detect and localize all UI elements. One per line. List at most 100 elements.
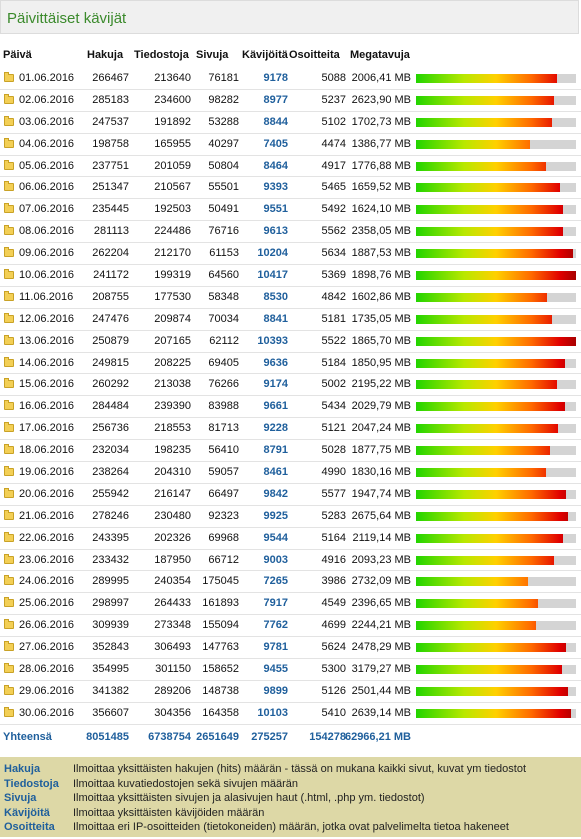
legend-definition: Ilmoittaa yksittäisten kävijöiden määrän [73, 806, 265, 819]
day-cell: 10.06.2016 [19, 269, 75, 282]
traffic-bar-fill [416, 95, 554, 105]
totals-pages: 2651649 [196, 731, 239, 743]
folder-icon [4, 619, 14, 630]
traffic-bar-fill [416, 292, 547, 302]
traffic-bar [416, 533, 576, 543]
mb-cell: 1735,05 MB [351, 312, 411, 325]
sites-cell: 4842 [321, 290, 346, 303]
sites-cell: 4917 [321, 159, 346, 172]
traffic-bar-fill [416, 249, 573, 259]
sites-cell: 5369 [321, 269, 346, 282]
totals-label: Yhteensä [3, 731, 52, 743]
mb-cell: 1624,10 MB [351, 203, 411, 216]
traffic-bar [416, 117, 576, 127]
totals-hits: 8051485 [86, 731, 129, 743]
sites-cell: 5410 [321, 706, 346, 719]
legend-item: Osoitteita Ilmoittaa eri IP-osoitteiden (… [0, 821, 581, 835]
mb-cell: 1877,75 MB [351, 444, 411, 457]
mb-cell: 2195,22 MB [351, 378, 411, 391]
traffic-bar [416, 621, 576, 631]
legend-definition: Ilmoittaa eri IP-osoitteiden (tietokonei… [73, 821, 509, 833]
visits-cell: 7762 [263, 619, 288, 632]
visits-cell: 7917 [263, 597, 288, 610]
mb-cell: 2358,05 MB [351, 225, 411, 238]
folder-icon [4, 115, 14, 126]
visits-cell: 9544 [263, 531, 288, 544]
table-row: 01.06.2016 266467 213640 76181 9178 5088 2006,… [0, 68, 581, 90]
folder-icon [4, 553, 14, 564]
folder-icon [4, 641, 14, 652]
mb-cell: 1898,76 MB [351, 269, 411, 282]
files-cell: 202326 [154, 531, 191, 544]
page-title: Päivittäiset kävijät [7, 10, 127, 27]
mb-cell: 1659,52 MB [351, 181, 411, 194]
folder-icon [4, 597, 14, 608]
table-row: 18.06.2016 232034 198235 56410 8791 5028 1877,… [0, 440, 581, 463]
hits-cell: 208755 [92, 290, 129, 303]
sites-cell: 5088 [321, 72, 346, 84]
day-cell: 15.06.2016 [19, 378, 75, 391]
hits-cell: 233432 [92, 553, 129, 566]
visits-cell: 8464 [263, 159, 288, 172]
files-cell: 213640 [154, 72, 191, 84]
totals-visits: 275257 [251, 731, 288, 743]
files-cell: 216147 [154, 487, 191, 500]
visits-cell: 9393 [263, 181, 288, 194]
files-cell: 207165 [154, 334, 191, 347]
day-cell: 06.06.2016 [19, 181, 75, 194]
pages-cell: 69968 [208, 531, 239, 544]
pages-cell: 92323 [208, 509, 239, 522]
table-row: 30.06.2016 356607 304356 164358 10103 5410 263… [0, 703, 581, 725]
table-row: 28.06.2016 354995 301150 158652 9455 5300 3179… [0, 659, 581, 681]
table-row: 26.06.2016 309939 273348 155094 7762 4699 2244… [0, 615, 581, 638]
visits-cell: 8791 [263, 444, 288, 457]
traffic-bar-fill [416, 139, 530, 149]
table-row: 09.06.2016 262204 212170 61153 10204 5634 1887… [0, 243, 581, 266]
traffic-bar-fill [416, 533, 563, 543]
hits-cell: 289995 [92, 575, 129, 588]
pages-cell: 66497 [208, 487, 239, 500]
sites-cell: 5562 [321, 225, 346, 238]
day-cell: 08.06.2016 [19, 225, 75, 238]
visits-cell: 9661 [263, 400, 288, 413]
traffic-bar [416, 292, 576, 302]
files-cell: 212170 [154, 247, 191, 260]
mb-cell: 2623,90 MB [351, 93, 411, 106]
mb-cell: 2732,09 MB [351, 575, 411, 588]
traffic-bar [416, 249, 576, 259]
hits-cell: 309939 [92, 619, 129, 632]
folder-icon [4, 487, 14, 498]
hits-cell: 278246 [92, 509, 129, 522]
sites-cell: 4990 [321, 466, 346, 479]
hits-cell: 284484 [92, 400, 129, 413]
day-cell: 19.06.2016 [19, 466, 75, 479]
files-cell: 209874 [154, 312, 191, 325]
hits-cell: 354995 [92, 663, 129, 676]
table-row: 13.06.2016 250879 207165 62112 10393 5522 1865… [0, 331, 581, 353]
hits-cell: 356607 [92, 706, 129, 719]
files-cell: 199319 [154, 269, 191, 282]
hits-cell: 241172 [93, 269, 129, 282]
traffic-bar [416, 336, 576, 346]
hits-cell: 238264 [92, 466, 129, 479]
hits-cell: 281113 [93, 225, 129, 238]
hits-cell: 243395 [92, 531, 129, 544]
sites-cell: 5121 [321, 422, 346, 435]
folder-icon [4, 93, 14, 104]
traffic-bar-fill [416, 555, 554, 565]
files-cell: 273348 [154, 619, 191, 632]
traffic-bar-fill [416, 446, 550, 456]
hits-cell: 237751 [92, 159, 129, 172]
mb-cell: 2029,79 MB [351, 400, 411, 413]
table-row: 11.06.2016 208755 177530 58348 8530 4842 1602,… [0, 287, 581, 309]
header-hits: Hakuja [87, 49, 124, 61]
folder-icon [4, 684, 14, 695]
pages-cell: 64560 [208, 269, 239, 282]
files-cell: 187950 [154, 553, 191, 566]
pages-cell: 55501 [208, 181, 239, 194]
sites-cell: 5522 [321, 334, 346, 347]
legend-box: Hakuja Ilmoittaa yksittäisten hakujen (hi… [0, 757, 581, 837]
table-row: 15.06.2016 260292 213038 76266 9174 5002 2195,… [0, 374, 581, 397]
hits-cell: 260292 [92, 378, 129, 391]
pages-cell: 76181 [208, 72, 239, 84]
